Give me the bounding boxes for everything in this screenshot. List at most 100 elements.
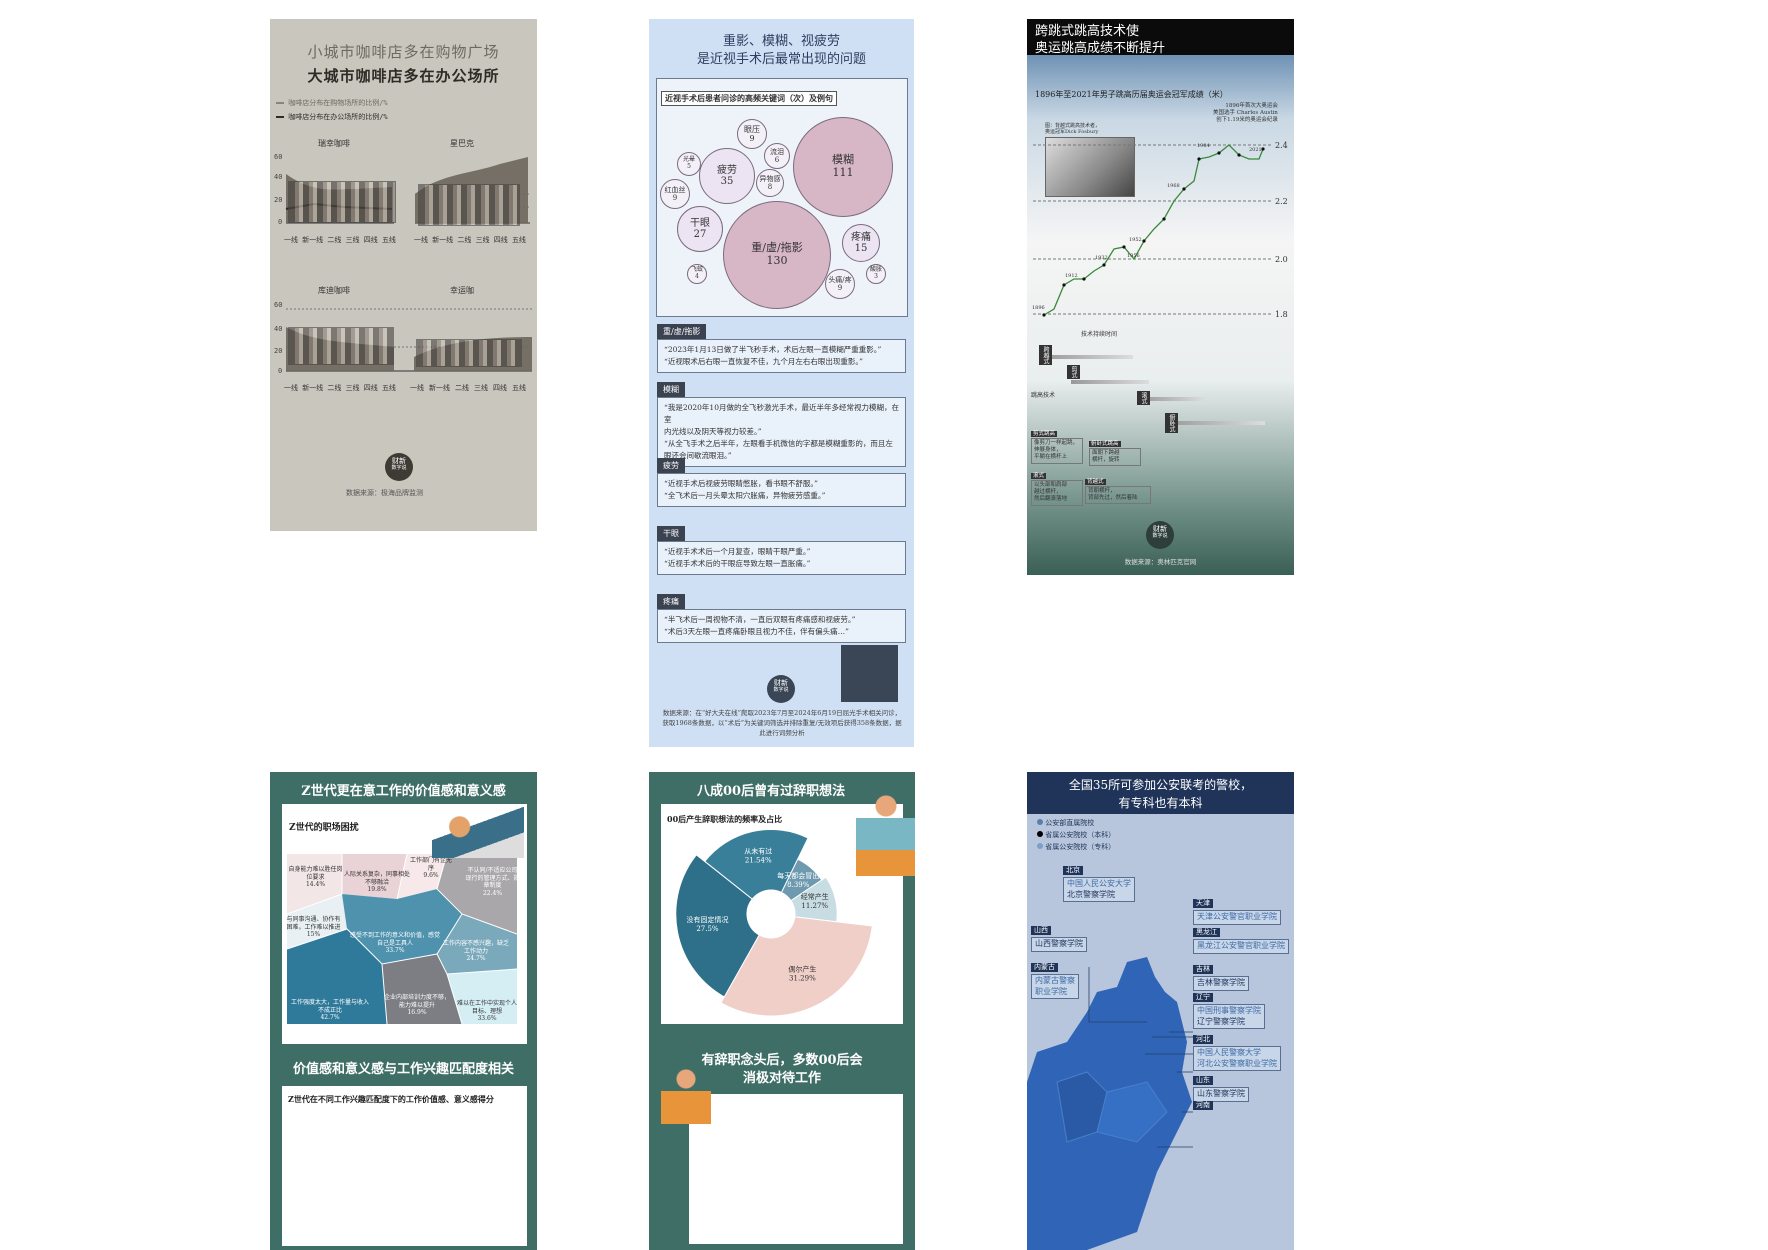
- y-tick: 20: [274, 347, 282, 355]
- school-tianjin[interactable]: 天津 天津公安警官职业学院: [1193, 898, 1281, 925]
- highjump-title-line1: 跨跳式跳高技术使: [1035, 24, 1140, 39]
- y-tick: 60: [274, 153, 282, 161]
- bubble-blur: 模糊 111: [793, 117, 893, 217]
- photo-caption: 图：背越式跳高技术者， 奥运冠军Dick Fosbury: [1045, 123, 1101, 135]
- police-title-bar: [1027, 772, 1294, 814]
- highjump-source: 数据来源：奥林匹克官网: [1124, 558, 1197, 566]
- school-liaoning[interactable]: 辽宁 中国刑事警察学院 辽宁警察学院: [1193, 992, 1265, 1030]
- genz-infographic-card[interactable]: Z世代更在意工作的价值感和意义感 Z世代的职场困扰 自身能力难以胜任岗位要求 14…: [270, 772, 537, 1250]
- genz-cell-label: 不认同/不适应公司现行的管理方式、规章制度 22.4%: [465, 867, 520, 897]
- rose-slice-label: 21.54%: [745, 856, 772, 864]
- year-label: 1984: [1197, 143, 1210, 149]
- bubble-redeye: 红血丝 9: [660, 179, 690, 209]
- legend-shopping: 咖啡店分布在购物场所的比例/%: [276, 98, 388, 108]
- year-label: 1896: [1032, 305, 1045, 311]
- resign-title2-line1: 有辞职念头后，多数00后会: [701, 1053, 863, 1068]
- bubble-panel-title: 近视手术后患者问诊的高频关键词（次）及例句: [661, 91, 837, 106]
- highjump-infographic-card[interactable]: 跨跳式跳高技术使 奥运跳高成绩不断提升 1896年至2021年男子跳高历届奥运会…: [1027, 19, 1294, 575]
- qr-code[interactable]: [841, 645, 898, 702]
- police-school-infographic-card[interactable]: 全国35所可参加公安联考的警校， 有专科也有本科 公安部直属院校 省属公安院校（…: [1027, 772, 1294, 1250]
- coffee-title-line1: 小城市咖啡店多在购物广场: [307, 43, 500, 61]
- genz-cell-label: 工作强度太大，工作量与收入不成正比 42.7%: [290, 999, 369, 1021]
- tech-duration-bar: [1043, 355, 1133, 359]
- sleeping-person-illustration: [432, 806, 524, 858]
- bubble-floaters: 飞蚊 4: [687, 264, 707, 284]
- quote-section: 干眼 “近视手术术后一个月复查，眼睛干眼严重。” “近视手术术后的干眼症导致左眼一…: [657, 521, 906, 575]
- myopia-infographic-card[interactable]: 重影、模糊、视疲劳 是近视手术后最常出现的问题 近视手术后患者问诊的高频关键词（…: [649, 19, 914, 747]
- quote-section: 模糊 “我是2020年10月做的全飞秒激光手术，最近半年多经常视力模糊，在室 内光…: [657, 377, 906, 467]
- school-shanxi[interactable]: 山西 山西警察学院: [1031, 925, 1087, 952]
- y-tick: 2.0: [1275, 255, 1288, 264]
- genz-voronoi: [287, 854, 517, 1024]
- quote-section: 重/虚/拖影 “2023年1月13日做了半飞秒手术，术后左眼一直模糊严重重影。”…: [657, 319, 906, 373]
- china-map: [1027, 957, 1203, 1250]
- y-tick: 2.4: [1275, 141, 1288, 150]
- bubble-ghosting: 重/虚/拖影 130: [723, 201, 831, 309]
- rose-slice-label: 8.39%: [787, 881, 810, 889]
- y-tick: 2.2: [1275, 197, 1288, 206]
- bubble-soreness: 酸胀 3: [866, 264, 886, 284]
- year-label: 1912: [1065, 273, 1078, 279]
- bubble-foreign-body: 异物感 8: [756, 169, 784, 197]
- resign-title2-line2: 消极对待工作: [742, 1071, 821, 1086]
- genz-chart-title: Z世代的职场困扰: [289, 823, 359, 833]
- coffee-photo-strip: [418, 184, 520, 226]
- coffee-title-line2: 大城市咖啡店多在办公场所: [307, 67, 500, 85]
- rose-slice-label: 从未有过: [744, 846, 772, 855]
- y-tick: 0: [278, 218, 282, 226]
- coffee-photo-strip: [288, 181, 396, 223]
- technique-axis-label: 跳高技术: [1031, 392, 1056, 399]
- bubble-fatigue: 疲劳 35: [699, 148, 755, 204]
- tech-name-label: 滚式: [1137, 391, 1150, 405]
- school-beijing[interactable]: 北京 中国人民公安大学 北京警察学院: [1063, 865, 1135, 903]
- quote-section: 疼痛 “半飞术后一周视物不清，一直后双眼有疼痛感和视疲劳。” “术后3天左眼一直疼…: [657, 589, 906, 643]
- tech-box: 俯卧式跳高 面朝下跨越 横杆，旋转: [1089, 441, 1141, 467]
- school-neimenggu[interactable]: 内蒙古 内蒙古警察 职业学院: [1031, 962, 1079, 1000]
- genz-cell-label: 感受不到工作的意义和价值，感觉自己是工具人 33.7%: [350, 932, 441, 954]
- highjump-title-line2: 奥运跳高成绩不断提升: [1035, 41, 1166, 56]
- bubble-halo: 光晕 5: [677, 152, 701, 176]
- genz-cell-label: 工作内容不感兴趣，缺乏工作动力 24.7%: [442, 940, 509, 962]
- rose-slice-label: 31.29%: [789, 974, 816, 982]
- genz-cell-label: 与同事沟通、协作有困难，工作难以推进 15%: [286, 916, 341, 938]
- man-illustration: [661, 1064, 711, 1124]
- resign-infographic-card[interactable]: 八成00后曾有过辞职想法 00后产生辞职想法的频率及占比 从未有过 21.54% 每…: [649, 772, 915, 1250]
- bubble-tearing: 流泪 6: [764, 143, 790, 169]
- genz-cell-label: 工作部门有企无序 9.6%: [409, 857, 452, 879]
- tech-duration-bar: [1167, 421, 1265, 425]
- panel-title-cotti: 库迪咖啡: [318, 286, 350, 295]
- bubble-headache: 头痛/疼 9: [825, 269, 855, 299]
- school-heilongjiang[interactable]: 黑龙江 黑龙江公安警官职业学院: [1193, 927, 1289, 954]
- genz-subpanel: Z世代在不同工作兴趣匹配度下的工作价值感、意义感得分: [282, 1086, 527, 1246]
- police-legend: 公安部直属院校 省属公安院校（本科） 省属公安院校（专科）: [1037, 818, 1115, 854]
- school-jilin[interactable]: 吉林 吉林警察学院: [1193, 964, 1249, 991]
- year-label: 1956: [1127, 253, 1140, 259]
- woman-illustration: [856, 788, 915, 888]
- highjump-line-chart: 2.4 2.2 2.0 1.8 1896 1912 1932 1952 1956…: [1032, 141, 1288, 319]
- bubble-pressure: 眼压 9: [737, 119, 767, 149]
- tech-name-label: 俯卧式: [1165, 413, 1178, 433]
- panel-title-luckin: 瑞幸咖啡: [318, 139, 350, 148]
- school-shandong[interactable]: 山东 山东警察学院: [1193, 1075, 1249, 1102]
- genz-cell-label: 难以在工作中实现个人目标、理想 33.6%: [456, 1000, 517, 1022]
- y-tick: 1.8: [1275, 310, 1288, 319]
- police-title-line2: 有专科也有本科: [1118, 796, 1203, 810]
- rose-slice-label: 27.5%: [696, 925, 719, 933]
- tech-duration-bar: [1139, 397, 1205, 401]
- coffee-infographic-card[interactable]: 小城市咖啡店多在购物广场 大城市咖啡店多在办公场所 咖啡店分布在购物场所的比例/…: [270, 19, 537, 531]
- school-hebei[interactable]: 河北 中国人民警察大学 河北公安警察职业学院: [1193, 1034, 1281, 1072]
- genz-chart-panel: Z世代的职场困扰 自身能力难以胜任岗位要求 14.4% 人际关系复杂，同事相处不够…: [282, 804, 527, 1044]
- genz-title2: 价值感和意义感与工作兴趣匹配度相关: [292, 1062, 514, 1077]
- year-label: 1932: [1095, 255, 1108, 261]
- myopia-title-line2: 是近视手术后最常出现的问题: [696, 52, 866, 67]
- rose-slice-label: 没有固定情况: [686, 915, 728, 924]
- y-tick: 40: [274, 173, 282, 181]
- x-ticks-panel2: 一线 新一线 二线 三线 四线 五线: [414, 236, 526, 244]
- year-label: 1952: [1129, 237, 1142, 243]
- athlete-photo: [1045, 137, 1135, 197]
- panel-title-starbucks: 星巴克: [450, 139, 474, 148]
- school-henan[interactable]: 河南: [1193, 1100, 1213, 1111]
- coffee-photo-strip: [416, 339, 522, 367]
- coffee-source: 数据来源：极海品牌监测: [346, 489, 423, 497]
- bubble-dryeye: 干眼 27: [677, 206, 723, 252]
